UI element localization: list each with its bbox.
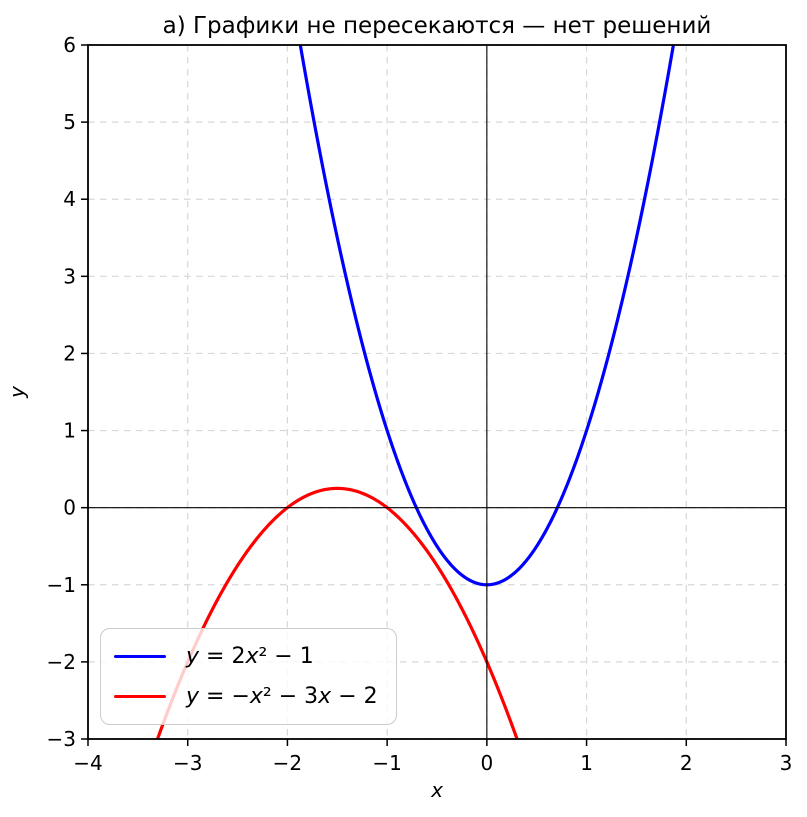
- plot-border: [87, 44, 787, 740]
- x-tick-label: 2: [680, 751, 693, 775]
- series-curve-1: [155, 486, 519, 739]
- y-tick-label: −1: [47, 573, 76, 597]
- series-curve-0: [298, 45, 676, 587]
- legend: y = 2x² − 1 y = −x² − 3x − 2: [100, 628, 397, 725]
- y-tick-label: 2: [63, 341, 76, 365]
- y-tick-label: 3: [63, 264, 76, 288]
- x-axis-label: x: [430, 778, 443, 802]
- y-tick-label: 5: [63, 110, 76, 134]
- x-tick-label: −1: [372, 751, 401, 775]
- x-tick-label: 1: [580, 751, 593, 775]
- y-tick-label: 4: [63, 187, 76, 211]
- y-tick-label: −2: [47, 650, 76, 674]
- y-tick-label: 0: [63, 496, 76, 520]
- y-tick-label: −3: [47, 727, 76, 751]
- curves: [155, 45, 676, 739]
- zero-axes: [88, 45, 786, 739]
- y-tick-label: 1: [63, 419, 76, 443]
- x-tick-label: −3: [173, 751, 202, 775]
- legend-swatch-1: [114, 694, 166, 699]
- legend-swatch-0: [114, 654, 166, 659]
- legend-label: y = 2x² − 1: [186, 644, 314, 669]
- x-tick-label: −4: [73, 751, 102, 775]
- x-tick-label: 0: [480, 751, 493, 775]
- x-tick-label: −2: [273, 751, 302, 775]
- axis-ticks: [81, 44, 787, 746]
- legend-item: y = −x² − 3x − 2: [114, 684, 396, 709]
- legend-item: y = 2x² − 1: [114, 644, 396, 669]
- y-axis-label: y: [5, 385, 29, 399]
- y-tick-label: 6: [63, 33, 76, 57]
- x-tick-label: 3: [780, 751, 793, 775]
- chart-title: а) Графики не пересекаются — нет решений: [163, 13, 712, 39]
- legend-label: y = −x² − 3x − 2: [186, 684, 378, 709]
